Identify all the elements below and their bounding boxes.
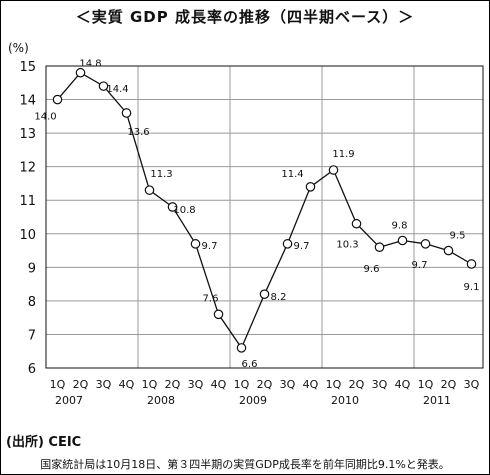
data-label: 9.8 [392, 220, 408, 231]
x-tick-label: 1Q [418, 378, 434, 391]
data-label: 14.4 [106, 84, 128, 95]
x-tick-label: 1Q [50, 378, 66, 391]
data-label: 9.1 [464, 282, 480, 293]
data-label: 10.3 [336, 240, 358, 251]
plot-area [45, 65, 484, 369]
x-tick-label: 1Q [326, 378, 342, 391]
data-point [305, 182, 316, 192]
data-label: 9.5 [450, 231, 466, 242]
data-point [75, 67, 86, 78]
x-tick-label: 3Q [464, 378, 480, 391]
x-tick-label: 3Q [280, 378, 296, 391]
data-point [420, 239, 431, 249]
y-tick-label: 12 [19, 161, 36, 176]
data-point [282, 239, 293, 249]
y-tick-label: 9 [28, 261, 36, 276]
y-axis-label: (%) [8, 41, 29, 55]
data-point [374, 242, 385, 252]
footnote: 国家統計局は10月18日、第３四半期の実質GDP成長率を前年同期比9.1%と発表… [40, 458, 450, 471]
data-point [190, 239, 201, 249]
x-tick-label: 1Q [234, 378, 250, 391]
data-label: 8.2 [271, 292, 287, 303]
data-label: 13.6 [127, 127, 149, 138]
x-tick-label: 2Q [165, 378, 181, 391]
year-label: 2008 [147, 394, 175, 407]
data-label: 7.6 [203, 293, 219, 304]
x-tick-label: 4Q [395, 378, 411, 391]
data-point [466, 259, 477, 269]
x-tick-label: 3Q [188, 378, 204, 391]
x-tick-label: 4Q [303, 378, 319, 391]
chart-title: ＜実質 GDP 成長率の推移（四半期ベース）＞ [75, 8, 415, 26]
data-label: 9.6 [364, 264, 380, 275]
year-label: 2010 [331, 394, 359, 407]
series-line [57, 71, 472, 350]
data-point [98, 81, 109, 91]
data-label: 6.6 [242, 359, 258, 370]
data-label: 11.9 [332, 149, 354, 160]
y-tick-label: 13 [19, 127, 36, 142]
x-tick-label: 3Q [372, 378, 388, 391]
year-label: 2009 [239, 394, 267, 407]
data-label: 9.7 [202, 241, 218, 252]
data-label: 11.3 [150, 169, 172, 180]
data-label: 11.4 [281, 169, 303, 180]
year-label: 2011 [423, 394, 451, 407]
data-point [351, 218, 362, 229]
x-tick-label: 2Q [441, 378, 457, 391]
x-tick-label: 3Q [96, 378, 112, 391]
data-point [121, 108, 132, 118]
data-point [328, 165, 339, 175]
y-tick-label: 10 [19, 228, 36, 243]
data-label: 10.8 [173, 205, 195, 216]
data-point [167, 202, 178, 212]
data-point [52, 94, 63, 105]
y-tick-label: 11 [19, 194, 36, 209]
data-point [397, 235, 408, 246]
data-point [144, 185, 155, 195]
x-tick-label: 2Q [349, 378, 365, 391]
data-label: 9.7 [412, 260, 428, 271]
y-tick-label: 6 [28, 362, 36, 377]
x-tick-label: 4Q [119, 378, 135, 391]
x-tick-label: 1Q [142, 378, 158, 391]
data-label: 9.7 [294, 241, 310, 252]
source-label: (出所) CEIC [6, 435, 82, 450]
y-tick-label: 14 [19, 94, 36, 109]
data-point [213, 309, 224, 320]
data-label: 14.0 [34, 112, 56, 123]
data-label: 14.8 [79, 59, 101, 70]
data-point [236, 343, 247, 353]
y-tick-label: 7 [28, 328, 36, 343]
y-tick-label: 15 [19, 60, 36, 75]
y-tick-label: 8 [28, 295, 36, 310]
x-tick-label: 2Q [257, 378, 273, 391]
x-tick-label: 4Q [211, 378, 227, 391]
year-label: 2007 [55, 394, 83, 407]
data-point [443, 245, 454, 256]
data-point [259, 289, 270, 299]
x-tick-label: 2Q [73, 378, 89, 391]
